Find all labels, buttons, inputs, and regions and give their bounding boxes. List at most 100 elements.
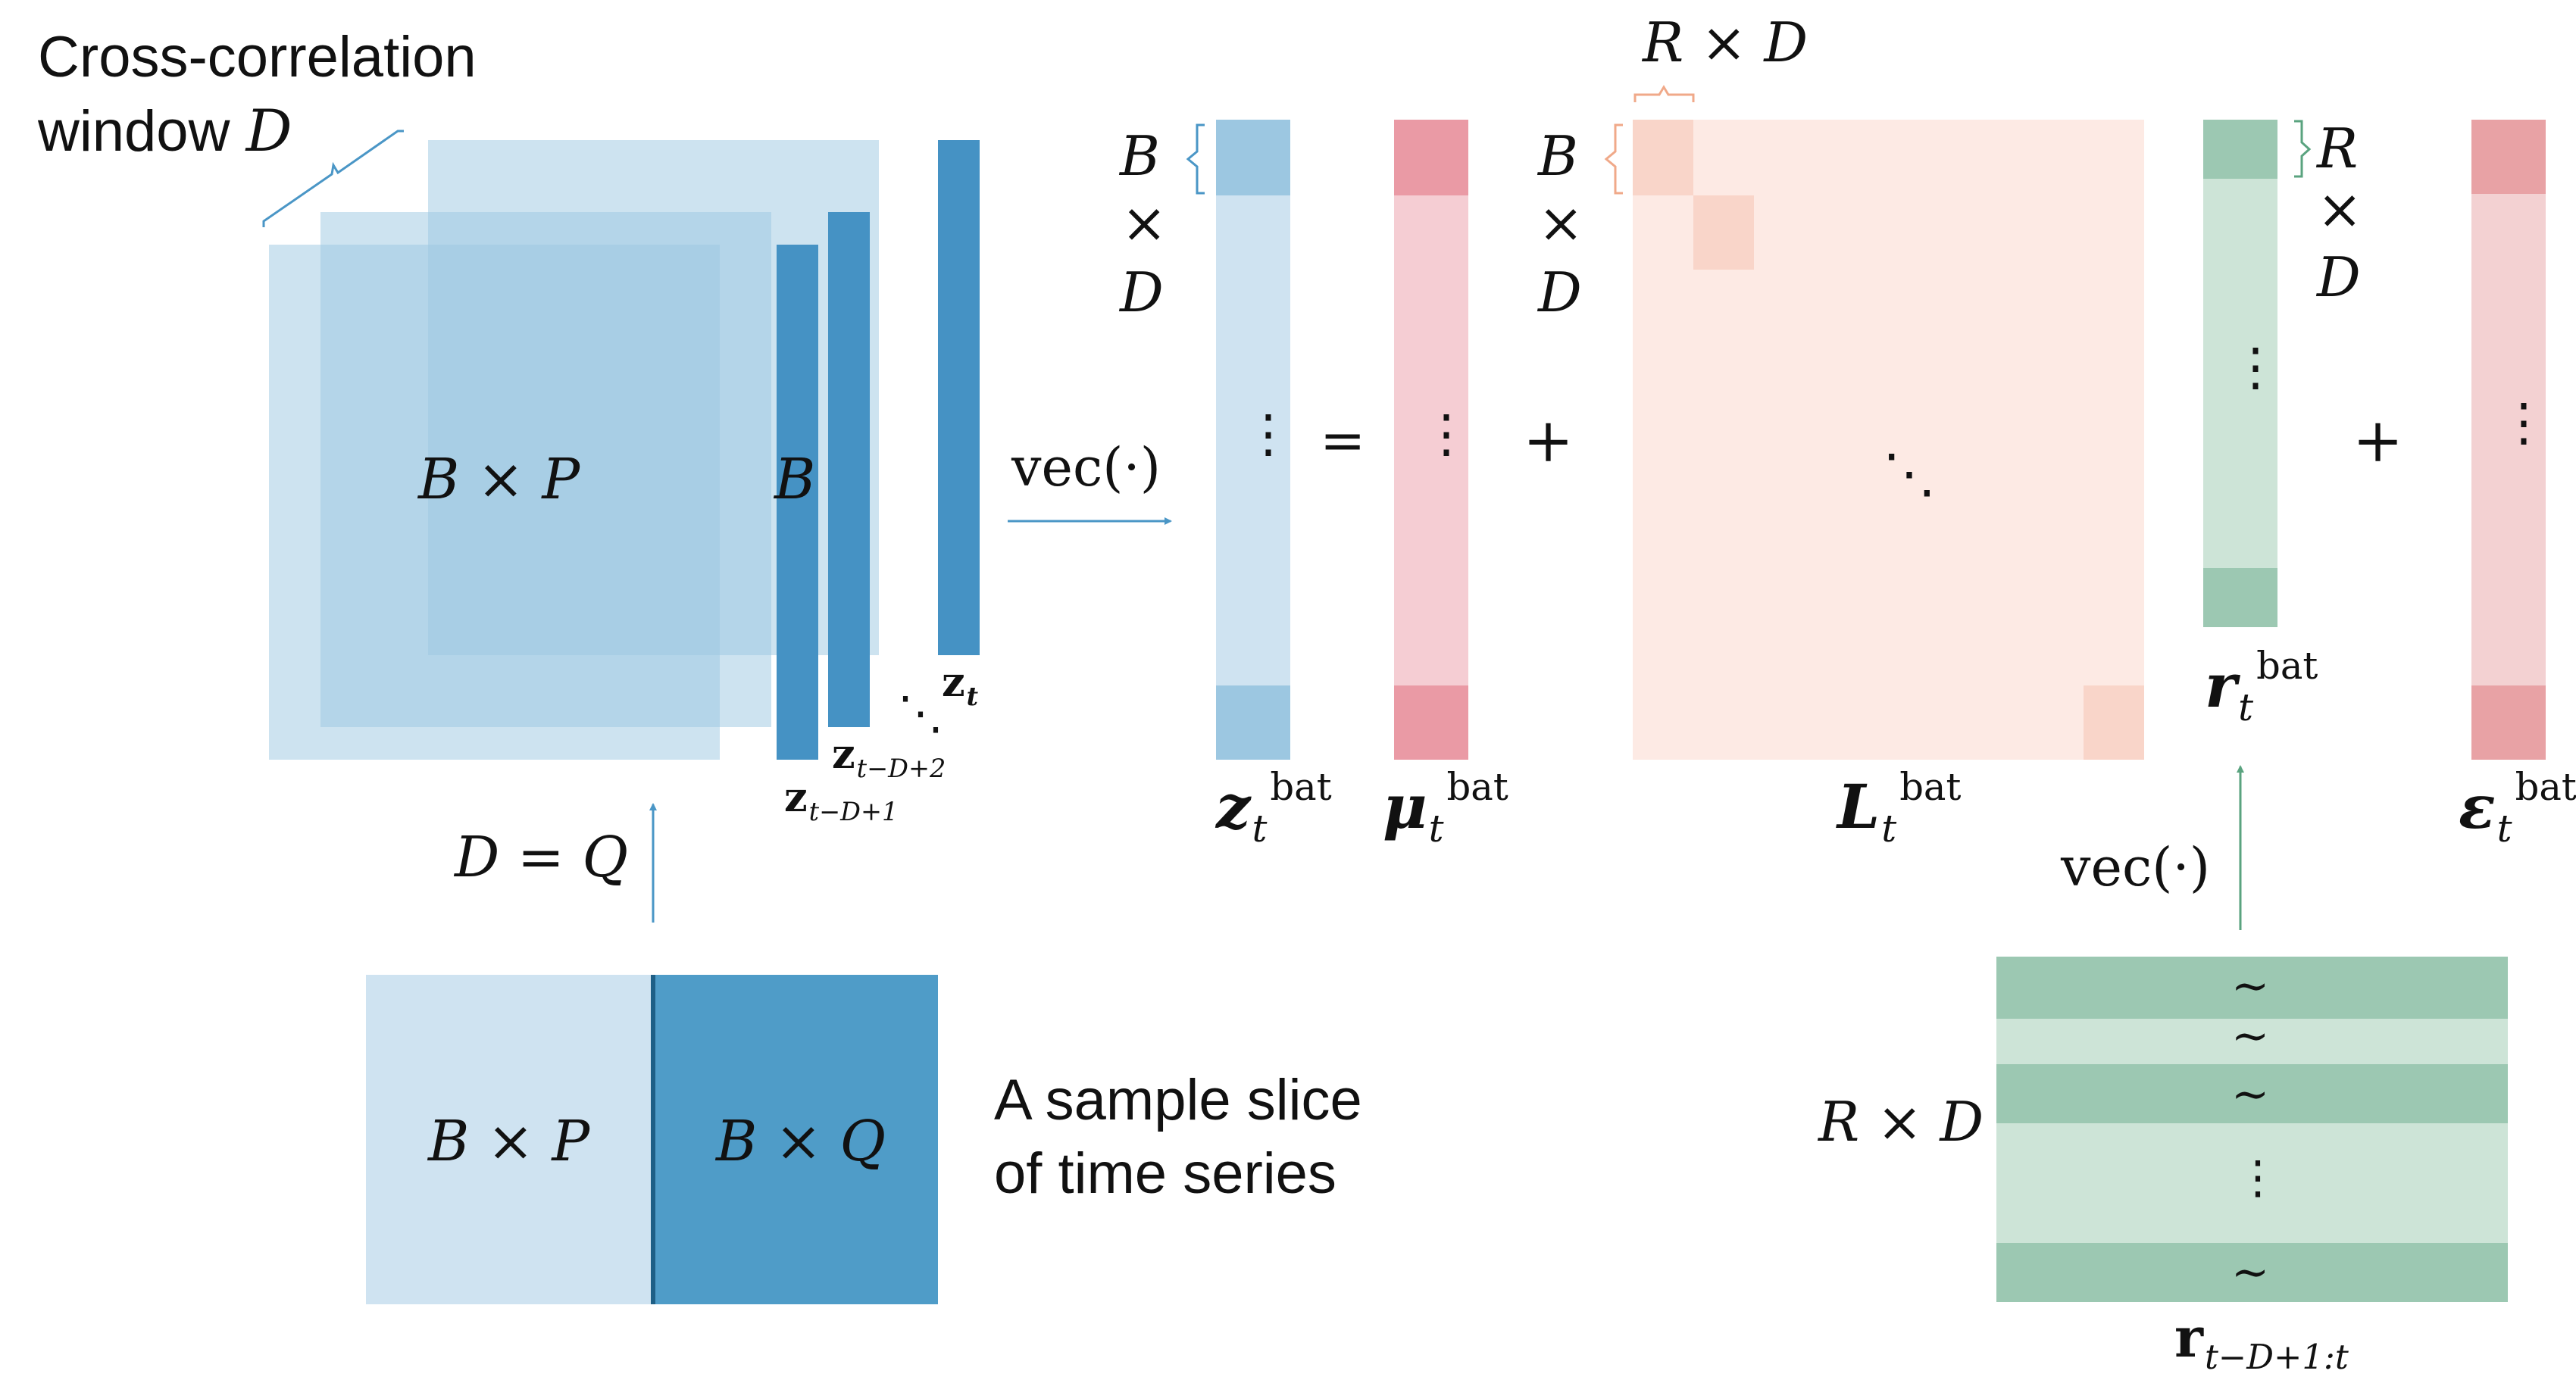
z-bat-label: ztbat (1216, 768, 1332, 851)
BxD-left-x: × (1121, 191, 1168, 254)
z-bat-vdots: ⋮ (1243, 404, 1294, 464)
eps-bat-sup: bat (2515, 765, 2576, 809)
r-range-vdots: ⋮ (2235, 1151, 2281, 1204)
RxD-right-D: D (2317, 245, 2361, 309)
L-bat-label: Ltbat (1837, 768, 1961, 851)
eps-bat-column (2471, 120, 2546, 760)
mu-bat-base: μ (1383, 771, 1427, 843)
stack-B-label: B (774, 447, 816, 512)
z-t-D2-label: zt−D+2 (832, 733, 946, 781)
slice-BxP-label: B × P (428, 1109, 590, 1174)
window-front (269, 245, 720, 760)
z-bat-base: z (1216, 771, 1251, 843)
z-bar-t-D+2 (828, 212, 870, 727)
z-bat-top-block (1216, 120, 1290, 195)
eps-bat-vdots: ⋮ (2498, 393, 2549, 453)
r-stripe-1 (1996, 957, 2508, 1019)
eps-bat-sub: t (2496, 806, 2512, 851)
z-bat-bottom-block (1216, 685, 1290, 760)
z-t-base: z (942, 657, 965, 706)
slice-BxP-block (366, 975, 654, 1304)
r-bat-column (2203, 120, 2277, 627)
z-t-D1-label: zt−D+1 (784, 776, 898, 824)
z-bat-sub: t (1252, 806, 1268, 851)
r-bat-vdots: ⋮ (2230, 338, 2281, 398)
z-t-D1-sub: t−D+1 (808, 796, 899, 826)
L-bat-block-2 (1693, 195, 1754, 270)
vec-bottom-label: vec(·) (2061, 836, 2211, 898)
L-bat-ddots: ⋱ (1883, 442, 1936, 504)
slice-caption-line1: A sample slice (994, 1068, 1362, 1132)
z-bat-column (1216, 120, 1290, 760)
r-stripe-4 (1996, 1123, 2508, 1243)
BxD-left-D: D (1120, 261, 1164, 324)
RxD-right-x: × (2317, 177, 2363, 241)
r-bat-sub: t (2238, 685, 2254, 729)
r-bat-sup: bat (2256, 644, 2318, 688)
stack-BxP-label: B × P (418, 447, 580, 512)
L-bat-sup: bat (1899, 765, 1962, 809)
r-range-label: rt−D+1:t (2174, 1310, 2349, 1374)
mu-bat-column (1394, 120, 1468, 760)
z-t-D2-base: z (832, 729, 855, 778)
RxD-right-R: R (2317, 117, 2359, 180)
z-t-D2-sub: t−D+2 (856, 753, 946, 783)
RxD-top-brace (1633, 85, 1695, 102)
r-stripe-3 (1996, 1064, 2508, 1123)
z-t-D1-base: z (784, 773, 808, 821)
z-dots: ⋱ (898, 687, 943, 740)
r-bat-bottom-block (2203, 568, 2277, 627)
eps-bat-top-block (2471, 120, 2546, 194)
z-t-sub: t (966, 681, 979, 711)
eps-bat-bottom-block (2471, 685, 2546, 760)
cc-window-brace (262, 130, 404, 227)
z-t-label: zt (942, 661, 978, 709)
window-stack (269, 140, 879, 760)
r-bat-base: r (2205, 650, 2237, 722)
tilde-3: ∼ (2231, 1068, 2270, 1121)
RxD-bottom-label: R × D (1818, 1090, 1984, 1154)
D-eq-Q-label: D = Q (455, 825, 629, 890)
RxD-top-label: R × D (1643, 11, 1809, 74)
equals-sign: = (1320, 408, 1366, 472)
mu-bat-bottom-block (1394, 685, 1468, 760)
mu-bat-sup: bat (1446, 765, 1508, 809)
RxD-right-brace (2294, 120, 2312, 178)
r-range-base: r (2174, 1305, 2203, 1369)
L-bat-sub: t (1881, 806, 1897, 851)
r-bat-label: rtbat (2205, 647, 2318, 729)
r-stripe-2 (1996, 1019, 2508, 1064)
BxD-mid-D: D (1538, 261, 1582, 324)
tilde-2: ∼ (2231, 1010, 2270, 1063)
cc-window-subtitle: window D (38, 102, 292, 161)
L-bat-base: L (1837, 771, 1880, 843)
mu-bat-vdots: ⋮ (1421, 404, 1472, 464)
BxD-left-B: B (1120, 124, 1160, 188)
vec-top-label: vec(·) (1011, 436, 1161, 498)
cc-window-var: D (245, 97, 292, 164)
slice-caption-line2: of time series (994, 1141, 1336, 1206)
slice-BxQ-label: B × Q (716, 1109, 886, 1174)
z-bar-t (938, 140, 980, 655)
r-bat-top-block (2203, 120, 2277, 179)
tilde-4: ∼ (2231, 1246, 2270, 1299)
plus-sign-2: + (2352, 405, 2404, 476)
z-bat-sup: bat (1270, 765, 1332, 809)
tilde-1: ∼ (2231, 960, 2270, 1013)
mu-bat-sub: t (1428, 806, 1444, 851)
plus-sign-1: + (1523, 405, 1574, 476)
r-stripe-5 (1996, 1243, 2508, 1302)
eps-bat-base: ε (2459, 771, 2496, 843)
BxD-mid-brace (1604, 123, 1623, 195)
BxD-left-brace (1186, 123, 1205, 195)
cc-window-word: window (38, 99, 230, 164)
z-bar-t-D+1 (777, 245, 818, 760)
eps-bat-label: εtbat (2459, 768, 2576, 851)
mu-bat-label: μtbat (1383, 768, 1508, 851)
cc-window-title: Cross-correlation (38, 25, 477, 89)
L-bat-block-1 (1633, 120, 1693, 195)
r-range-sub: t−D+1:t (2204, 1337, 2349, 1377)
r-range-matrix (1996, 957, 2508, 1302)
BxD-mid-x: × (1538, 191, 1584, 254)
